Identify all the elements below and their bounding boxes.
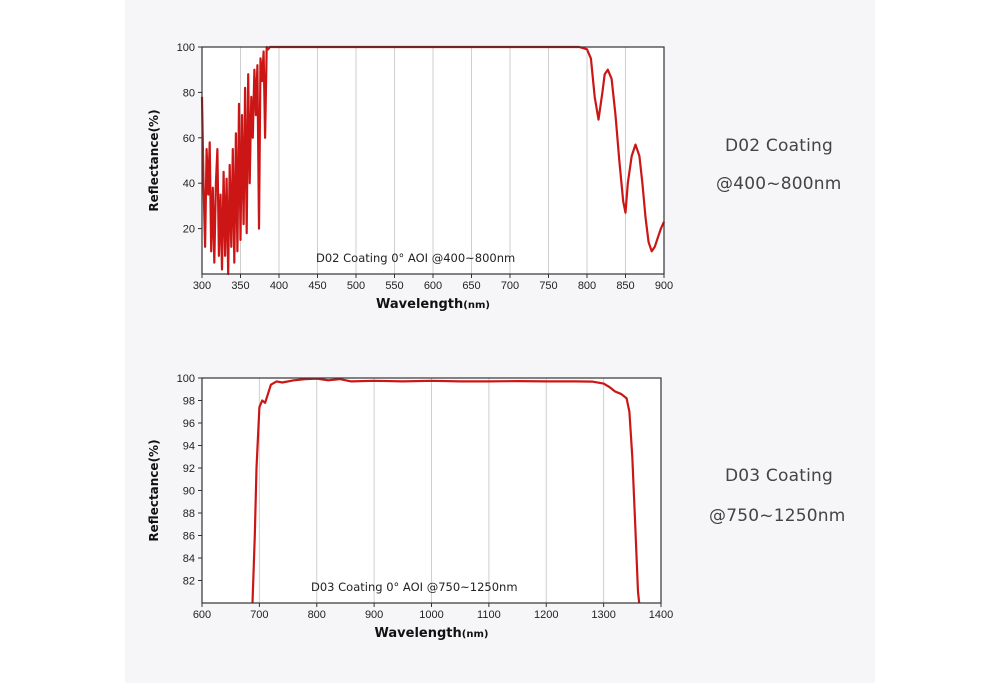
d02-y-tick-label: 100 — [177, 42, 195, 54]
d03-y-tick-label: 90 — [183, 486, 195, 498]
d02-x-tick-label: 550 — [385, 280, 403, 292]
d02-x-tick-label: 700 — [501, 280, 519, 292]
d02-x-tick-label: 750 — [539, 280, 557, 292]
d03-x-axis-title-unit: (nm) — [462, 629, 489, 640]
d02-x-tick-label: 500 — [347, 280, 365, 292]
d03-x-tick-label: 1100 — [477, 609, 501, 621]
d02-annotation: D02 Coating 0° AOI @400~800nm — [316, 251, 515, 265]
d03-y-axis-title: Reflectance(%) — [147, 439, 161, 541]
d03-x-tick-label: 1300 — [591, 609, 615, 621]
d03-y-tick-label: 100 — [177, 373, 195, 385]
d03-series-line-0 — [251, 377, 641, 604]
d03-x-tick-label: 1000 — [419, 609, 443, 621]
d02-side-title: D02 Coating — [725, 136, 833, 156]
d02-x-tick-label: 800 — [578, 280, 596, 292]
d02-x-axis-title-main: Wavelength — [376, 297, 463, 312]
d02-series-line-0 — [200, 45, 666, 276]
d03-side-title: D03 Coating — [725, 466, 833, 486]
d03-x-tick-label: 600 — [193, 609, 211, 621]
d03-x-axis-title-main: Wavelength — [375, 626, 462, 641]
d03-y-tick-label: 82 — [183, 576, 195, 588]
d03-x-tick-label: 700 — [250, 609, 268, 621]
d03-y-tick-label: 92 — [183, 463, 195, 475]
d03-x-axis-title: Wavelength(nm) — [375, 626, 489, 641]
d02-y-tick-label: 20 — [183, 224, 195, 236]
d02-x-axis-title: Wavelength(nm) — [376, 297, 490, 312]
d02-x-tick-label: 450 — [308, 280, 326, 292]
d03-y-tick-label: 86 — [183, 531, 195, 543]
d03-y-tick-label: 98 — [183, 396, 195, 408]
d03-y-tick-label: 88 — [183, 508, 195, 520]
d02-x-tick-label: 300 — [193, 280, 211, 292]
d02-y-tick-label: 40 — [183, 178, 195, 190]
d03-annotation: D03 Coating 0° AOI @750~1250nm — [311, 580, 518, 594]
d02-x-tick-label: 400 — [270, 280, 288, 292]
d02-y-tick-label: 80 — [183, 87, 195, 99]
d02-x-tick-label: 350 — [231, 280, 249, 292]
d03-side-range: @750~1250nm — [709, 506, 846, 526]
d03-y-tick-label: 96 — [183, 418, 195, 430]
d02-side-range: @400~800nm — [716, 174, 842, 194]
d02-y-tick-label: 60 — [183, 133, 195, 145]
d03-x-tick-label: 800 — [308, 609, 326, 621]
d02-x-tick-label: 900 — [655, 280, 673, 292]
d03-y-tick-label: 84 — [183, 553, 195, 565]
d02-x-tick-label: 850 — [616, 280, 634, 292]
d02-x-axis-title-unit: (nm) — [463, 300, 490, 311]
d03-x-tick-label: 1400 — [649, 609, 673, 621]
d03-x-tick-label: 900 — [365, 609, 383, 621]
d03-y-tick-label: 94 — [183, 441, 195, 453]
d02-x-tick-label: 650 — [462, 280, 480, 292]
d02-y-axis-title: Reflectance(%) — [147, 109, 161, 211]
d03-x-tick-label: 1200 — [534, 609, 558, 621]
d02-x-tick-label: 600 — [424, 280, 442, 292]
